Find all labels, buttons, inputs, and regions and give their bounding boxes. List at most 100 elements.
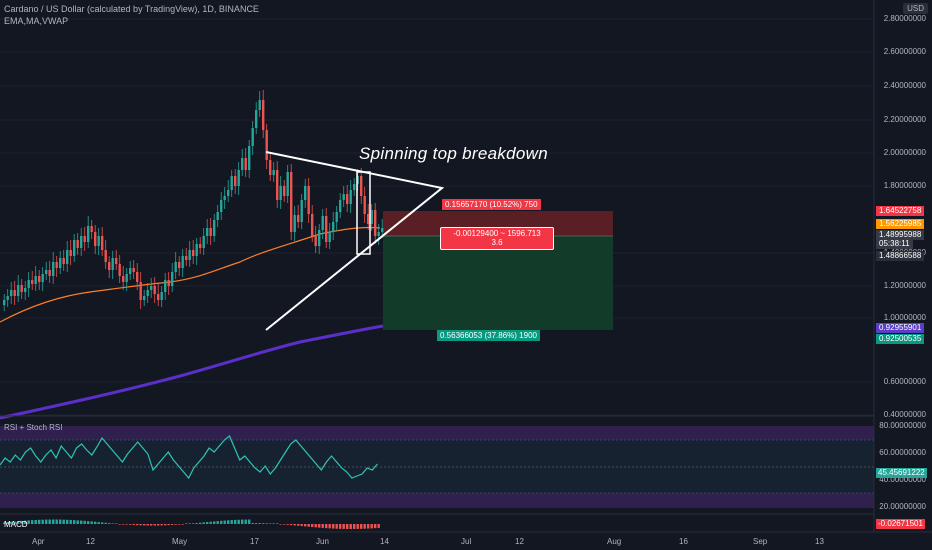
macd-bar [346, 524, 349, 529]
candle-body [20, 285, 23, 292]
macd-value-badge: -0.02671501 [876, 519, 925, 529]
macd-bar [269, 523, 272, 524]
macd-histogram [3, 519, 380, 529]
price-badge: 1.64522758 [876, 206, 925, 216]
annotation-text[interactable]: Spinning top breakdown [359, 144, 549, 163]
macd-bar [125, 524, 128, 525]
macd-bar [255, 523, 258, 524]
candle-body [241, 158, 244, 170]
candle-body [59, 258, 62, 268]
time-tick-label: 16 [679, 537, 688, 546]
macd-bar [146, 524, 149, 526]
candle-body [69, 250, 72, 256]
rsi-value-badge: 45.45691222 [876, 468, 927, 478]
take-profit-zone[interactable] [383, 236, 613, 330]
candle-body [349, 190, 352, 204]
macd-bar [59, 519, 62, 524]
macd-bar [90, 521, 93, 524]
candle-body [216, 212, 219, 220]
candle-body [171, 272, 174, 286]
candle-body [248, 146, 251, 170]
macd-bar [139, 524, 142, 526]
candle-body [3, 300, 6, 305]
macd-bar [251, 523, 254, 524]
candle-body [143, 296, 146, 300]
spinning-top-highlight-box[interactable] [356, 171, 371, 255]
rsi-overbought-zone [0, 426, 874, 440]
symmetrical-triangle-drawing[interactable] [265, 151, 445, 331]
macd-bar [129, 524, 132, 525]
rsi-tick-label: 80.00000000 [879, 421, 926, 430]
macd-bar [241, 519, 244, 524]
macd-bar [321, 524, 324, 528]
candle-body [230, 176, 233, 190]
candle-body [360, 176, 363, 196]
rsi-line [0, 435, 378, 480]
macd-bar [3, 522, 6, 524]
macd-bar [164, 524, 167, 526]
macd-bar [118, 524, 121, 525]
candle-body [367, 214, 370, 224]
macd-bar [258, 523, 261, 524]
price-badge: 05:38:11 [876, 239, 913, 249]
time-tick-label: Jul [461, 537, 472, 546]
candle-body [164, 280, 167, 292]
candle-body [101, 236, 104, 250]
candle-body [311, 214, 314, 236]
take-profit-label: 0.56366053 (37.86%) 1900 [437, 330, 540, 341]
macd-bar [349, 524, 352, 529]
candle-body [10, 290, 13, 296]
macd-bar [223, 520, 226, 524]
candle-body [139, 282, 142, 300]
macd-bar [192, 523, 195, 524]
candle-body [276, 170, 279, 200]
macd-bar [234, 519, 237, 524]
rsi-pane-title[interactable]: RSI + Stoch RSI [4, 423, 63, 432]
macd-bar [283, 524, 286, 525]
price-tick-label: 2.80000000 [883, 14, 926, 23]
macd-bar [209, 521, 212, 524]
candle-body [199, 244, 202, 248]
macd-bar [27, 520, 30, 524]
macd-bar [174, 524, 177, 525]
candle-body [328, 232, 331, 242]
macd-bar [199, 522, 202, 524]
macd-bar [150, 524, 153, 526]
macd-bar [181, 524, 184, 525]
candle-body [279, 186, 282, 200]
time-tick-label: 12 [86, 537, 95, 546]
macd-bar [31, 520, 34, 524]
price-badge: 0.92955901 [876, 323, 925, 333]
price-tick-label: 2.40000000 [883, 81, 926, 90]
rsi-tick-label: 20.00000000 [879, 502, 926, 511]
macd-bar [237, 519, 240, 524]
candle-body [223, 196, 226, 200]
currency-label[interactable]: USD [903, 3, 928, 14]
price-tick-label: 2.00000000 [883, 148, 926, 157]
candle-body [227, 190, 230, 196]
indicators-legend[interactable]: EMA,MA,VWAP [4, 16, 69, 26]
candle-body [97, 236, 100, 246]
macd-bar [94, 521, 97, 524]
macd-bar [206, 522, 209, 524]
macd-bar [290, 524, 293, 526]
macd-pane-title[interactable]: MACD [4, 520, 28, 529]
candle-body [45, 270, 48, 274]
candle-body [251, 128, 254, 146]
price-tick-label: 0.40000000 [883, 410, 926, 419]
time-tick-label: 14 [380, 537, 389, 546]
candle-body [181, 256, 184, 268]
candle-body [195, 244, 198, 256]
macd-bar [195, 523, 198, 524]
position-center-line-1: -0.00129400 ~ 1596.713 [453, 229, 541, 238]
candle-body [381, 228, 384, 232]
macd-bar [157, 524, 160, 526]
macd-bar [307, 524, 310, 527]
macd-bar [311, 524, 314, 528]
candle-body [167, 280, 170, 286]
macd-bar [325, 524, 328, 529]
candle-body [111, 258, 114, 270]
symbol-title[interactable]: Cardano / US Dollar (calculated by Tradi… [4, 4, 259, 14]
price-tick-label: 1.80000000 [883, 181, 926, 190]
